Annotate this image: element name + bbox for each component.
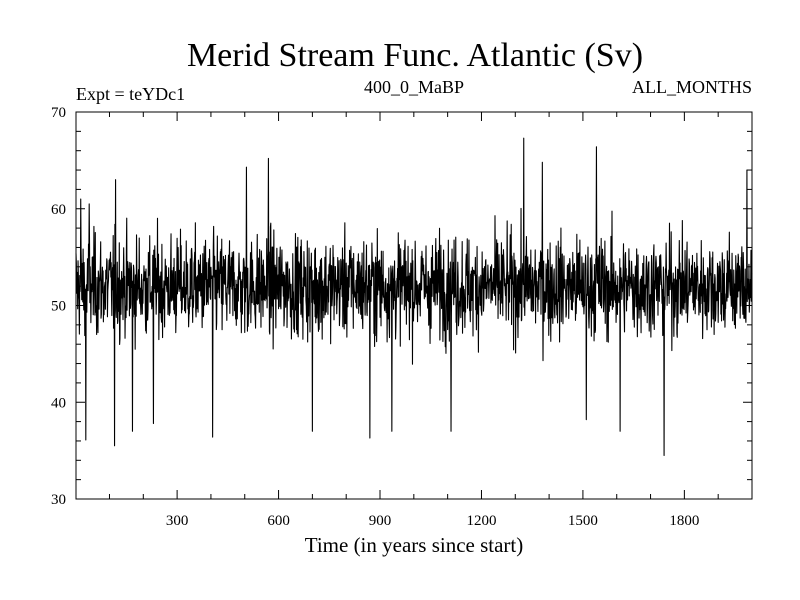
y-tick-label: 40 xyxy=(51,395,66,411)
period-label: 400_0_MaBP xyxy=(364,77,464,97)
x-tick-label: 300 xyxy=(166,513,189,529)
axes-group: 300 600 900 1200 1500 1800 30 40 50 60 70 xyxy=(51,105,752,529)
y-tick-label: 30 xyxy=(51,492,66,508)
series-group xyxy=(75,137,753,457)
series-line xyxy=(75,137,753,457)
y-tick-label: 60 xyxy=(51,202,66,218)
x-tick-label: 1500 xyxy=(568,513,598,529)
chart-title: Merid Stream Func. Atlantic (Sv) xyxy=(187,37,643,74)
x-tick-label: 600 xyxy=(267,513,290,529)
x-tick-label: 900 xyxy=(369,513,392,529)
x-axis-label: Time (in years since start) xyxy=(305,533,524,557)
season-label: ALL_MONTHS xyxy=(632,77,752,97)
x-tick-label: 1800 xyxy=(669,513,699,529)
y-tick-label: 50 xyxy=(51,299,66,315)
y-tick-label: 70 xyxy=(51,105,66,121)
x-tick-label: 1200 xyxy=(466,513,496,529)
expt-label: Expt = teYDc1 xyxy=(76,84,185,104)
